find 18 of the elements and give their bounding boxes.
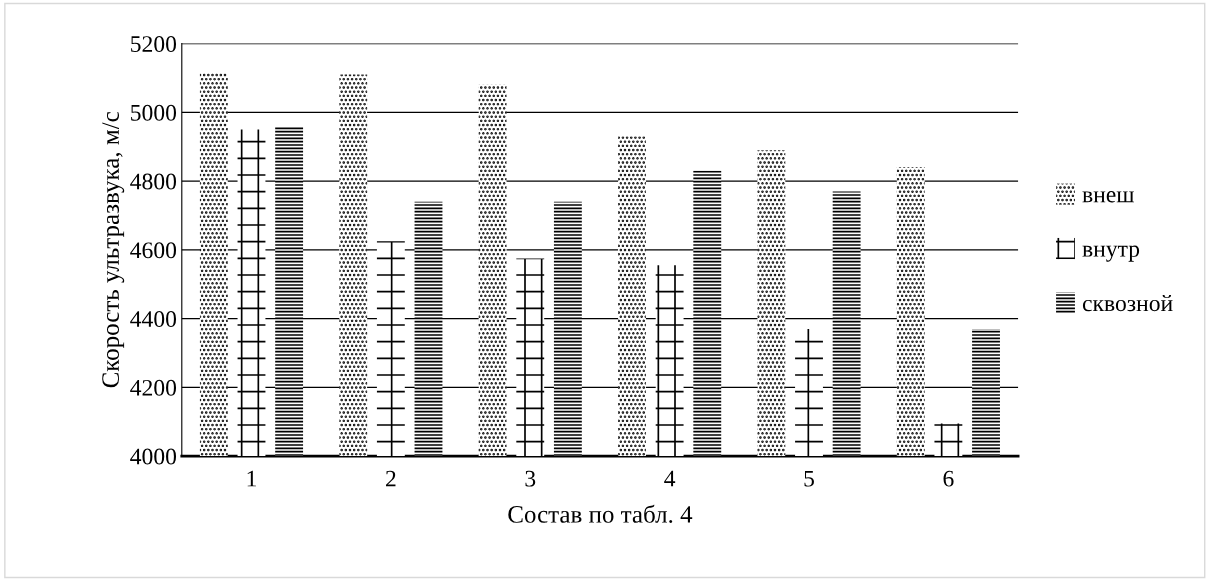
y-tick-label: 4800 (130, 173, 177, 190)
x-tick-label: 6 (943, 470, 954, 487)
y-tick-label: 5000 (131, 104, 177, 121)
legend-label: сквозной (1082, 294, 1173, 312)
legend-label: внутр (1082, 245, 1140, 262)
x-tick-label: 2 (386, 470, 396, 487)
x-tick-label: 1 (247, 470, 256, 487)
legend-label: внеш (1082, 191, 1135, 203)
y-tick-label: 4200 (130, 379, 177, 396)
y-tick-label: 4400 (130, 311, 177, 328)
x-tick-label: 4 (664, 470, 676, 487)
x-tick-label: 5 (804, 470, 814, 487)
y-tick-label: 5200 (131, 36, 177, 52)
y-axis-title: Скорость ультразвука, м/с (102, 112, 125, 388)
y-tick-label: 4000 (130, 448, 177, 465)
x-axis-title: Состав по табл. 4 (508, 504, 693, 523)
y-tick-label: 4600 (130, 242, 177, 259)
x-tick-label: 3 (525, 470, 536, 487)
